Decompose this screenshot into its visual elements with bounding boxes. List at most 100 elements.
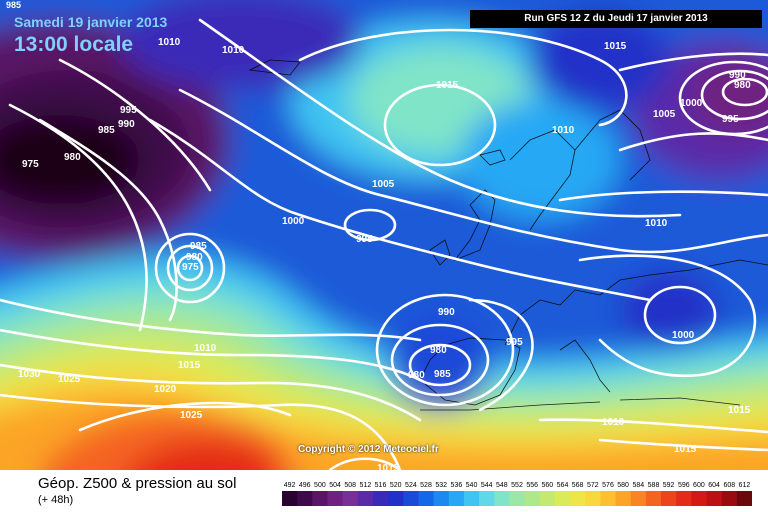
scale-tick-label: 588	[648, 482, 660, 489]
isobar-label: 975	[22, 159, 39, 170]
scale-tick-label: 600	[693, 482, 705, 489]
scale-swatch	[433, 491, 450, 506]
isobar-label: 1000	[282, 216, 305, 227]
scale-swatch	[554, 491, 571, 506]
scale-swatch	[661, 491, 677, 506]
isobar-label: 1000	[680, 98, 703, 109]
isobar-label: 1025	[58, 374, 81, 385]
scale-tick-label: 540	[466, 482, 478, 489]
scale-swatch	[312, 491, 328, 506]
scale-swatch	[479, 491, 495, 506]
isobar-label: 995	[356, 234, 373, 245]
scale-tick-label: 560	[541, 482, 553, 489]
isobar-label: 1015	[377, 463, 400, 470]
isobar-label: 1030	[18, 369, 41, 380]
isobar-label: 995	[506, 337, 523, 348]
scale-swatch	[342, 491, 359, 506]
isobar-label: 1000	[672, 330, 695, 341]
isobar-label: 980	[408, 370, 425, 381]
scale-tick-label: 568	[572, 482, 584, 489]
scale-swatch	[736, 491, 752, 506]
scale-swatch	[645, 491, 662, 506]
scale-tick-label: 512	[360, 482, 372, 489]
scale-tick-label: 564	[557, 482, 569, 489]
isobar-label: 985	[98, 125, 115, 136]
isobar-label: 990	[438, 307, 455, 318]
scale-swatch	[297, 491, 313, 506]
isobar-label: 1015	[436, 80, 459, 91]
isobar-label: 1025	[180, 410, 203, 421]
scale-tick-label: 536	[451, 482, 463, 489]
scale-swatch	[630, 491, 647, 506]
scale-tick-label: 508	[344, 482, 356, 489]
scale-tick-label: 552	[511, 482, 523, 489]
scale-tick-label: 544	[481, 482, 493, 489]
isobar-label: 980	[186, 252, 203, 263]
scale-tick-label: 504	[329, 482, 341, 489]
isobar-label: 990	[118, 119, 135, 130]
isobar-label: 980	[64, 152, 81, 163]
legend-subtitle: (+ 48h)	[38, 494, 74, 506]
scale-tick-label: 572	[587, 482, 599, 489]
geopotential-field	[0, 0, 768, 470]
scale-tick-label: 612	[739, 482, 751, 489]
scale-swatch	[570, 491, 586, 506]
isobar-label: 1005	[653, 109, 676, 120]
scale-tick-label: 496	[299, 482, 311, 489]
scale-swatch	[600, 491, 617, 506]
scale-tick-label: 500	[314, 482, 326, 489]
scale-tick-label: 516	[375, 482, 387, 489]
scale-tick-label: 596	[678, 482, 690, 489]
scale-tick-label: 584	[632, 482, 644, 489]
scale-swatch	[373, 491, 389, 506]
isobar-lines	[0, 18, 768, 470]
isobar-label: 1015	[604, 41, 627, 52]
isobar-labels: 1010 1010 995 990 985 975 980 1015 1015 …	[18, 37, 751, 470]
isobar-label: 985	[190, 241, 207, 252]
isobar-label: 1020	[154, 384, 177, 395]
scale-swatch	[585, 491, 601, 506]
scale-tick-label: 492	[284, 482, 296, 489]
scale-tick-label: 520	[390, 482, 402, 489]
scale-swatch	[282, 491, 298, 506]
scale-tick-label: 524	[405, 482, 417, 489]
isobar-label: 995	[120, 105, 137, 116]
scale-tick-label: 604	[708, 482, 720, 489]
isobar-label: 1015	[728, 405, 751, 416]
scale-swatch	[418, 491, 435, 506]
color-scale: 492 496 500 504 508 512 516 520 524 528 532 536 540 5…	[282, 482, 752, 506]
forecast-local-time: 13:00 locale	[14, 33, 134, 56]
isobar-label: 980	[430, 345, 447, 356]
scale-tick-label: 528	[420, 482, 432, 489]
scale-tick-label: 532	[435, 482, 447, 489]
scale-swatch	[721, 491, 738, 506]
scale-swatch	[494, 491, 510, 506]
isobar-label: 1010	[194, 343, 217, 354]
scale-swatch	[676, 491, 692, 506]
scale-swatch	[524, 491, 541, 506]
scale-swatch	[691, 491, 708, 506]
isobar-label: 995	[722, 114, 739, 125]
scale-tick-label: 608	[723, 482, 735, 489]
scale-swatch	[388, 491, 404, 506]
isobar-label: 1005	[372, 179, 395, 190]
isobar-label: 1015	[674, 444, 697, 455]
scale-swatch	[403, 491, 419, 506]
scale-tick-label: 548	[496, 482, 508, 489]
scale-swatch	[463, 491, 480, 506]
isobar-label: 985	[434, 369, 451, 380]
forecast-date: Samedi 19 janvier 2013	[14, 14, 168, 30]
copyright-notice: Copyright © 2012 Meteociel.fr	[298, 444, 439, 455]
scale-swatch	[539, 491, 556, 506]
model-run-banner: Run GFS 12 Z du Jeudi 17 janvier 2013	[470, 10, 762, 28]
scale-tick-label: 592	[663, 482, 675, 489]
scale-swatch	[448, 491, 465, 506]
isobar-label: 975	[182, 262, 199, 273]
isobar-label: 1015	[178, 360, 201, 371]
corner-isobar-label: 985	[6, 0, 22, 10]
scale-swatch	[615, 491, 632, 506]
isobar-label: 980	[734, 80, 751, 91]
isobar-label: 1010	[552, 125, 575, 136]
isobar-label: 1010	[645, 218, 668, 229]
scale-tick-label: 556	[526, 482, 538, 489]
